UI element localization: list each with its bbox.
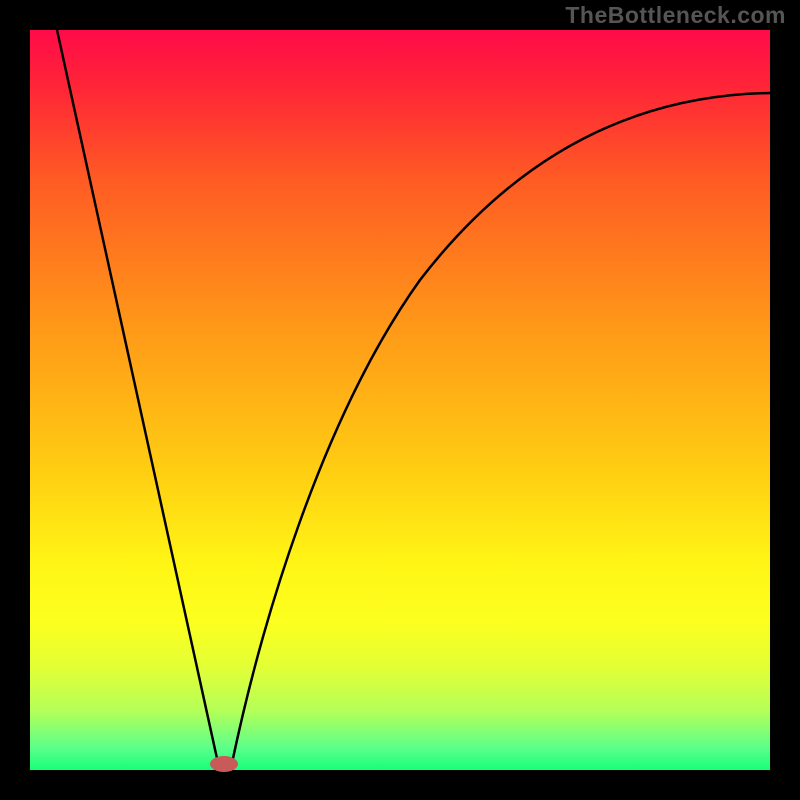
- chart-container: TheBottleneck.com: [0, 0, 800, 800]
- watermark-text: TheBottleneck.com: [565, 2, 786, 29]
- plot-area: [30, 30, 770, 770]
